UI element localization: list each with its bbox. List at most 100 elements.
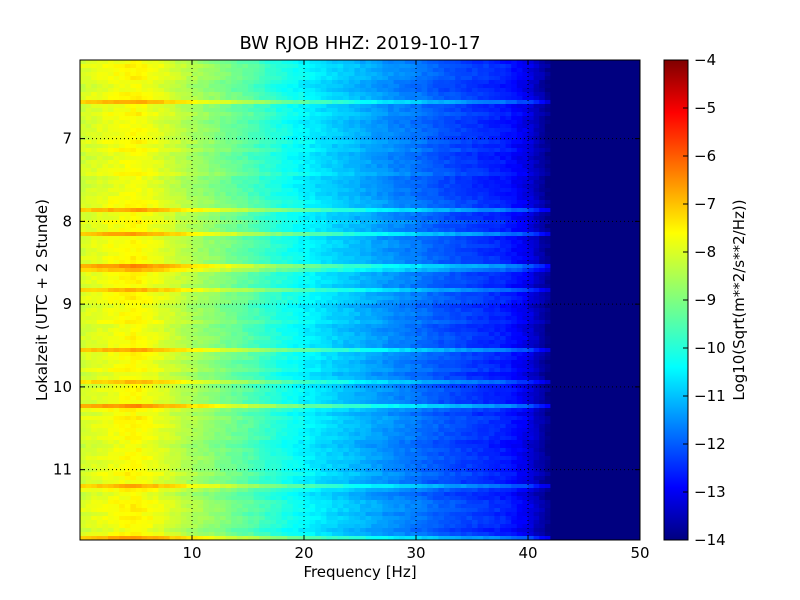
heatmap-cell xyxy=(80,236,87,241)
heatmap-cell xyxy=(108,84,115,89)
heatmap-cell xyxy=(589,212,596,217)
heatmap-cell xyxy=(567,160,574,165)
heatmap-cell xyxy=(309,84,316,89)
heatmap-cell xyxy=(264,184,271,189)
heatmap-cell xyxy=(444,148,451,153)
heatmap-cell xyxy=(96,204,103,209)
heatmap-cell xyxy=(292,60,299,65)
heatmap-cell xyxy=(388,84,395,89)
heatmap-cell xyxy=(197,220,204,225)
heatmap-cell xyxy=(164,216,171,221)
heatmap-cell xyxy=(287,248,294,253)
heatmap-cell xyxy=(432,60,439,65)
heatmap-cell xyxy=(225,64,232,69)
heatmap-cell xyxy=(180,104,187,109)
heatmap-cell xyxy=(348,180,355,185)
heatmap-cell xyxy=(236,232,243,237)
heatmap-cell xyxy=(113,80,120,85)
heatmap-cell xyxy=(292,184,299,189)
heatmap-cell xyxy=(309,156,316,161)
heatmap-cell xyxy=(472,60,479,65)
heatmap-cell xyxy=(225,228,232,233)
heatmap-cell xyxy=(180,168,187,173)
heatmap-cell xyxy=(192,184,199,189)
heatmap-cell xyxy=(276,84,283,89)
heatmap-cell xyxy=(309,64,316,69)
heatmap-cell xyxy=(427,164,434,169)
heatmap-cell xyxy=(192,204,199,209)
heatmap-cell xyxy=(326,140,333,145)
heatmap-cell xyxy=(152,88,159,93)
heatmap-cell xyxy=(556,152,563,157)
heatmap-cell xyxy=(466,192,473,197)
heatmap-cell xyxy=(606,140,613,145)
heatmap-cell xyxy=(360,164,367,169)
heatmap-cell xyxy=(382,204,389,209)
heatmap-cell xyxy=(220,200,227,205)
heatmap-cell xyxy=(449,196,456,201)
heatmap-cell xyxy=(522,68,529,73)
heatmap-cell xyxy=(309,196,316,201)
heatmap-cell xyxy=(416,164,423,169)
heatmap-cell xyxy=(488,108,495,113)
heatmap-cell xyxy=(455,120,462,125)
heatmap-cell xyxy=(231,232,238,237)
heatmap-cell xyxy=(192,88,199,93)
heatmap-cell xyxy=(113,100,120,105)
heatmap-cell xyxy=(292,112,299,117)
heatmap-cell xyxy=(259,160,266,165)
heatmap-cell xyxy=(567,208,574,213)
heatmap-cell xyxy=(421,124,428,129)
heatmap-cell xyxy=(85,196,92,201)
heatmap-cell xyxy=(556,164,563,169)
heatmap-cell xyxy=(119,252,126,257)
heatmap-cell xyxy=(309,108,316,113)
heatmap-cell xyxy=(427,216,434,221)
heatmap-cell xyxy=(102,84,109,89)
heatmap-cell xyxy=(197,188,204,193)
heatmap-cell xyxy=(589,196,596,201)
heatmap-cell xyxy=(606,204,613,209)
heatmap-cell xyxy=(561,80,568,85)
heatmap-cell xyxy=(203,156,210,161)
heatmap-cell xyxy=(511,160,518,165)
heatmap-cell xyxy=(399,116,406,121)
heatmap-cell xyxy=(567,220,574,225)
heatmap-cell xyxy=(466,228,473,233)
heatmap-cell xyxy=(236,100,243,105)
heatmap-cell xyxy=(606,252,613,257)
heatmap-cell xyxy=(427,224,434,229)
heatmap-cell xyxy=(231,240,238,245)
heatmap-cell xyxy=(332,92,339,97)
heatmap-cell xyxy=(130,140,137,145)
heatmap-cell xyxy=(343,200,350,205)
heatmap-cell xyxy=(124,228,131,233)
heatmap-cell xyxy=(606,144,613,149)
heatmap-cell xyxy=(500,240,507,245)
heatmap-cell xyxy=(360,256,367,261)
heatmap-cell xyxy=(225,108,232,113)
heatmap-cell xyxy=(572,196,579,201)
heatmap-cell xyxy=(533,72,540,77)
heatmap-cell xyxy=(494,104,501,109)
heatmap-cell xyxy=(606,180,613,185)
heatmap-cell xyxy=(399,236,406,241)
heatmap-cell xyxy=(124,252,131,257)
heatmap-cell xyxy=(343,216,350,221)
heatmap-cell xyxy=(539,204,546,209)
heatmap-cell xyxy=(236,208,243,213)
heatmap-cell xyxy=(158,64,165,69)
heatmap-cell xyxy=(152,68,159,73)
heatmap-cell xyxy=(337,104,344,109)
heatmap-cell xyxy=(326,160,333,165)
heatmap-cell xyxy=(259,100,266,105)
heatmap-cell xyxy=(410,204,417,209)
heatmap-cell xyxy=(634,220,640,225)
heatmap-cell xyxy=(136,68,143,73)
heatmap-cell xyxy=(136,244,143,249)
heatmap-cell xyxy=(169,152,176,157)
heatmap-cell xyxy=(220,140,227,145)
heatmap-cell xyxy=(494,212,501,217)
heatmap-cell xyxy=(80,240,87,245)
heatmap-cell xyxy=(584,220,591,225)
